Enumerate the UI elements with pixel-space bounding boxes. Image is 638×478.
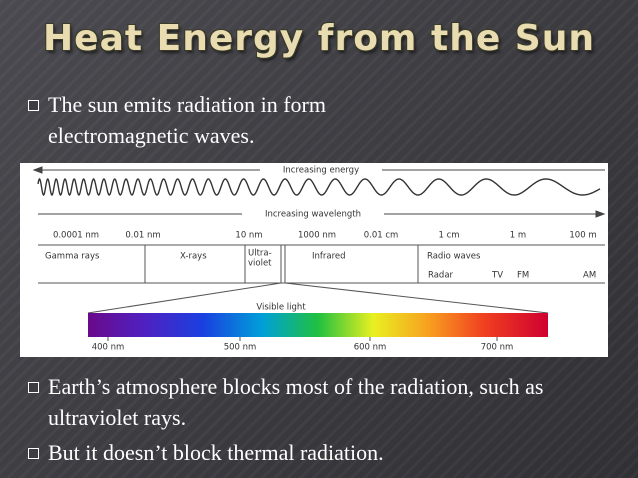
bullet-text: Earth’s atmosphere blocks most of the ra… bbox=[48, 374, 544, 430]
bullet: The sun emits radiation in form electrom… bbox=[28, 89, 448, 151]
wavelength-label: Increasing wavelength bbox=[265, 210, 361, 220]
wavelength-tick: 0.01 nm bbox=[125, 231, 160, 241]
wavelength-ticks: 0.0001 nm 0.01 nm 10 nm 1000 nm 0.01 cm … bbox=[53, 231, 597, 241]
energy-label: Increasing energy bbox=[283, 166, 359, 176]
visible-tick: 500 nm bbox=[224, 343, 257, 353]
visible-lines bbox=[87, 282, 549, 314]
region-label: Infrared bbox=[312, 252, 346, 262]
wavelength-tick: 100 m bbox=[569, 231, 596, 241]
wavelength-tick: 1 cm bbox=[438, 231, 459, 241]
wavelength-tick: 1 m bbox=[510, 231, 526, 241]
wavelength-arrow bbox=[38, 210, 606, 218]
visible-spectrum bbox=[88, 313, 548, 337]
region-label: Gamma rays bbox=[45, 252, 100, 262]
bullet-text: But it doesn’t block thermal radiation. bbox=[48, 440, 384, 465]
wavelength-tick: 10 nm bbox=[235, 231, 262, 241]
slide-title: Heat Energy from the Sun bbox=[43, 18, 595, 59]
wavelength-tick: 0.0001 nm bbox=[53, 231, 99, 241]
region-lines bbox=[38, 244, 605, 284]
region-label: Radio waves bbox=[427, 252, 481, 262]
visible-tick-marks bbox=[107, 337, 498, 341]
radio-band: FM bbox=[517, 271, 529, 281]
wavelength-tick: 0.01 cm bbox=[364, 231, 399, 241]
bullet-text: The sun emits radiation in form electrom… bbox=[48, 92, 326, 148]
energy-arrow bbox=[32, 166, 605, 174]
wavelength-tick: 1000 nm bbox=[298, 231, 336, 241]
radio-band: TV bbox=[491, 271, 503, 281]
visible-label: Visible light bbox=[256, 303, 306, 313]
radio-band: Radar bbox=[428, 271, 454, 281]
region-label: violet bbox=[248, 259, 272, 269]
visible-tick: 700 nm bbox=[481, 343, 514, 353]
wave bbox=[37, 177, 601, 197]
bullet: But it doesn’t block thermal radiation. bbox=[28, 437, 588, 468]
bullet: Earth’s atmosphere blocks most of the ra… bbox=[28, 371, 588, 433]
visible-tick: 400 nm bbox=[92, 343, 125, 353]
region-label: X-rays bbox=[180, 252, 207, 262]
radio-band: AM bbox=[583, 271, 596, 281]
region-label: Ultra- bbox=[248, 249, 272, 259]
spectrum-diagram: Increasing energy Increasing wavelength … bbox=[20, 163, 608, 357]
visible-tick: 600 nm bbox=[354, 343, 387, 353]
